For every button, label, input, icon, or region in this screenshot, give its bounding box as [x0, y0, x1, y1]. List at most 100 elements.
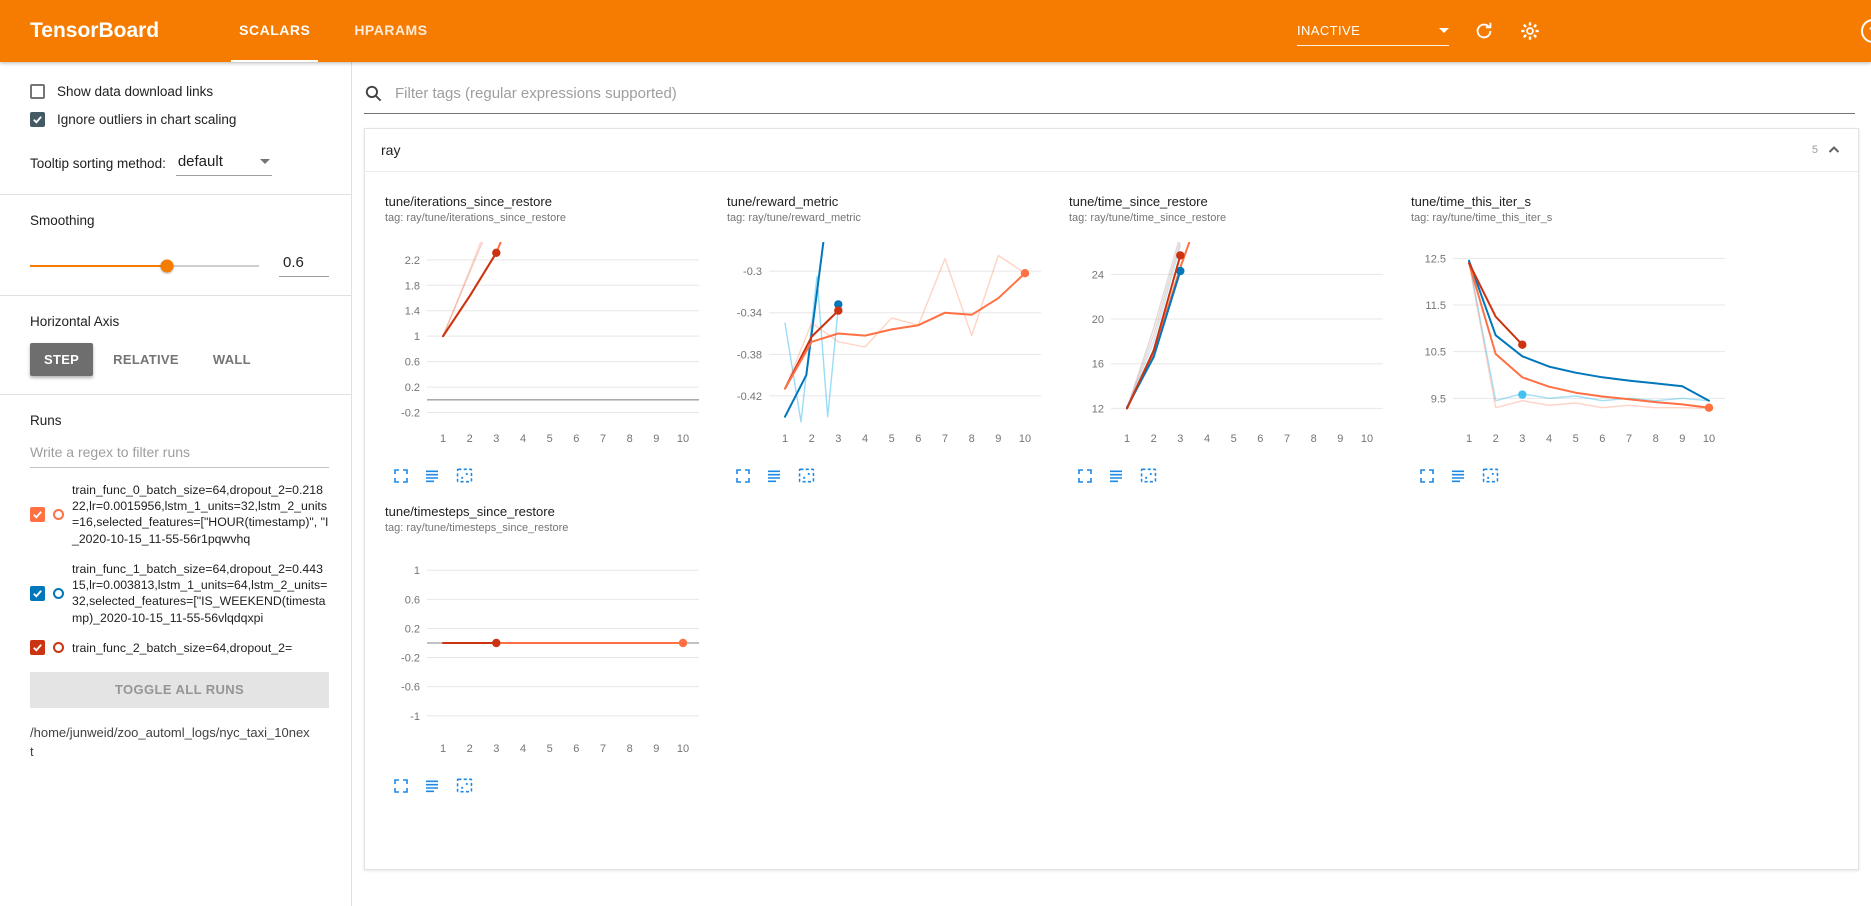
settings-gear-icon[interactable]	[1519, 20, 1541, 42]
svg-text:10: 10	[1019, 433, 1031, 445]
run-checkbox[interactable]	[30, 640, 45, 656]
dashboard-scroll-area[interactable]: ray 5 tune/iterations_since_restore tag: …	[352, 114, 1871, 906]
run-item: train_func_2_batch_size=64,dropout_2=	[30, 640, 329, 656]
runs-selector-icon[interactable]	[424, 778, 440, 794]
header-controls: INACTIVE	[1297, 0, 1871, 62]
scalar-chart-card: tune/reward_metric tag: ray/tune/reward_m…	[707, 178, 1049, 488]
tag-filter-input[interactable]	[393, 84, 1855, 103]
tag-group-header[interactable]: ray 5	[365, 129, 1858, 172]
svg-text:2: 2	[1151, 433, 1157, 445]
divider	[0, 194, 351, 195]
run-isolator[interactable]	[53, 587, 64, 599]
expand-chart-icon[interactable]	[735, 468, 751, 484]
chart-canvas[interactable]: 12 16 20 24 1 2 3 4 5 6 7 8 9 10	[1069, 232, 1391, 461]
runs-selector-icon[interactable]	[424, 468, 440, 484]
tag-group-title: ray	[381, 142, 401, 158]
expand-chart-icon[interactable]	[1419, 468, 1435, 484]
fit-domain-icon[interactable]	[1481, 467, 1500, 484]
checkbox-icon[interactable]	[30, 84, 45, 99]
runs-selector-icon[interactable]	[766, 468, 782, 484]
svg-text:-0.3: -0.3	[743, 266, 762, 278]
chart-tag: tag: ray/tune/iterations_since_restore	[385, 212, 566, 224]
scalar-chart-card: tune/timesteps_since_restore tag: ray/tun…	[365, 488, 707, 798]
axis-relative-button[interactable]: RELATIVE	[99, 343, 193, 376]
tag-filter-bar	[352, 62, 1871, 114]
svg-text:4: 4	[520, 433, 526, 445]
svg-text:7: 7	[600, 743, 606, 755]
svg-text:2: 2	[467, 743, 473, 755]
smoothing-value[interactable]: 0.6	[279, 254, 329, 277]
run-checkbox[interactable]	[30, 585, 45, 601]
tab-scalars[interactable]: SCALARS	[231, 0, 319, 62]
toggle-all-runs-button[interactable]: TOGGLE ALL RUNS	[30, 671, 329, 708]
run-checkbox[interactable]	[30, 506, 45, 522]
tooltip-sort-dropdown[interactable]: default	[175, 151, 272, 176]
smoothing-label: Smoothing	[30, 213, 95, 228]
expand-chart-icon[interactable]	[393, 778, 409, 794]
checkbox-icon[interactable]	[30, 112, 45, 127]
tag-group-card-ray: ray 5 tune/iterations_since_restore tag: …	[364, 128, 1859, 870]
svg-text:7: 7	[600, 433, 606, 445]
svg-text:5: 5	[1231, 433, 1237, 445]
fit-domain-icon[interactable]	[1139, 467, 1158, 484]
chart-actions	[735, 467, 1049, 484]
svg-text:9: 9	[1679, 433, 1685, 445]
svg-text:10: 10	[1703, 433, 1715, 445]
fit-domain-icon[interactable]	[455, 777, 474, 794]
svg-text:8: 8	[1311, 433, 1317, 445]
chart-actions	[393, 777, 707, 794]
run-isolator[interactable]	[53, 508, 64, 520]
chart-canvas[interactable]: -1 -0.6 -0.2 0.2 0.6 1 1 2 3 4 5 6 7 8 9 10	[385, 542, 707, 771]
help-icon[interactable]: ?	[1861, 19, 1871, 43]
scalar-chart-card: tune/iterations_since_restore tag: ray/tu…	[365, 178, 707, 488]
fit-domain-icon[interactable]	[455, 467, 474, 484]
content: Show data download links Ignore outliers…	[0, 62, 1871, 906]
chart-tag: tag: ray/tune/time_since_restore	[1069, 212, 1227, 224]
slider-thumb[interactable]	[160, 259, 174, 272]
expand-chart-icon[interactable]	[393, 468, 409, 484]
show-download-links-option[interactable]: Show data download links	[30, 84, 329, 99]
chevron-up-icon[interactable]	[1826, 142, 1842, 158]
tab-bar: SCALARS HPARAMS	[231, 0, 463, 62]
svg-text:1: 1	[782, 433, 788, 445]
ignore-outliers-option[interactable]: Ignore outliers in chart scaling	[30, 112, 329, 127]
data-status-dropdown[interactable]: INACTIVE	[1297, 23, 1449, 46]
svg-text:1: 1	[1466, 433, 1472, 445]
svg-text:9: 9	[653, 433, 659, 445]
svg-text:1: 1	[414, 331, 420, 343]
axis-step-button[interactable]: STEP	[30, 343, 94, 376]
svg-text:10: 10	[1361, 433, 1373, 445]
header: TensorBoard SCALARS HPARAMS INACTIVE	[0, 0, 1871, 62]
axis-wall-button[interactable]: WALL	[199, 343, 265, 376]
fit-domain-icon[interactable]	[797, 467, 816, 484]
tab-hparams[interactable]: HPARAMS	[354, 22, 428, 38]
chart-canvas[interactable]: 9.5 10.5 11.5 12.5 1 2 3 4 5 6 7 8 9 10	[1411, 232, 1733, 461]
svg-text:-0.38: -0.38	[737, 349, 762, 361]
svg-text:5: 5	[1573, 433, 1579, 445]
option-label: Show data download links	[57, 84, 214, 99]
app-title: TensorBoard	[30, 19, 160, 42]
scalar-chart-card: tune/time_since_restore tag: ray/tune/tim…	[1049, 178, 1391, 488]
expand-chart-icon[interactable]	[1077, 468, 1093, 484]
svg-text:3: 3	[493, 433, 499, 445]
svg-text:0.6: 0.6	[405, 594, 420, 606]
chart-canvas[interactable]: -0.42 -0.38 -0.34 -0.3 1 2 3 4 5 6 7 8 9 10	[727, 232, 1049, 461]
chart-actions	[1077, 467, 1391, 484]
chart-canvas[interactable]: -0.2 0.2 0.6 1 1.4 1.8 2.2 1 2 3 4 5 6 7 8 9 10	[385, 232, 707, 461]
run-item: train_func_1_batch_size=64,dropout_2=0.4…	[30, 561, 329, 626]
svg-text:3: 3	[1519, 433, 1525, 445]
runs-filter-input[interactable]	[30, 442, 329, 468]
runs-selector-icon[interactable]	[1108, 468, 1124, 484]
svg-text:6: 6	[1257, 433, 1263, 445]
smoothing-slider[interactable]	[30, 259, 259, 272]
divider	[0, 394, 351, 395]
svg-text:9.5: 9.5	[1431, 393, 1446, 405]
run-isolator[interactable]	[53, 642, 64, 654]
runs-selector-icon[interactable]	[1450, 468, 1466, 484]
svg-text:9: 9	[653, 743, 659, 755]
svg-text:0.6: 0.6	[405, 357, 420, 369]
tag-filter-field	[364, 84, 1855, 114]
refresh-icon[interactable]	[1473, 20, 1495, 42]
svg-text:10: 10	[677, 433, 689, 445]
svg-text:1: 1	[1124, 433, 1130, 445]
